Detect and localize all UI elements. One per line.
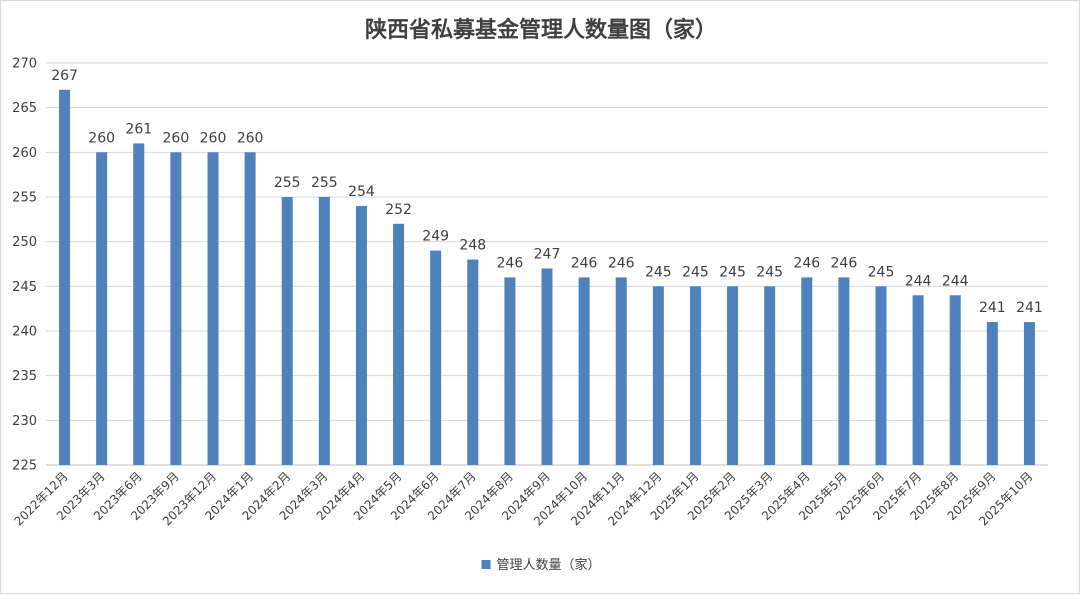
data-label: 261	[125, 121, 152, 137]
bar	[838, 277, 850, 465]
y-axis-ticks: 225 230 235 240 245 250 255 260 265 270	[12, 57, 37, 474]
y-tick-label: 240	[12, 325, 37, 340]
data-label: 260	[163, 130, 190, 146]
data-label: 252	[385, 202, 412, 218]
data-label: 260	[237, 130, 264, 146]
y-tick-label: 225	[12, 459, 37, 474]
data-label: 246	[831, 255, 858, 271]
legend-label: 管理人数量（家）	[496, 557, 600, 573]
bar	[170, 152, 182, 466]
data-label: 245	[682, 264, 709, 280]
data-label: 255	[311, 175, 338, 191]
bar	[689, 286, 701, 465]
data-label: 245	[756, 264, 783, 280]
bar	[96, 152, 108, 466]
bar	[727, 286, 739, 465]
data-label: 245	[645, 264, 672, 280]
bar	[652, 286, 664, 465]
data-label: 254	[348, 184, 375, 200]
bar	[986, 322, 998, 465]
bar	[430, 250, 442, 465]
bar	[244, 152, 256, 466]
bar	[801, 277, 813, 465]
bar	[578, 277, 590, 465]
data-label: 244	[942, 273, 969, 289]
y-tick-label: 265	[12, 101, 37, 116]
y-tick-label: 245	[12, 280, 37, 295]
data-label: 247	[534, 246, 561, 262]
bar	[467, 259, 479, 465]
bar	[615, 277, 627, 465]
bar	[207, 152, 219, 466]
bar	[541, 268, 553, 465]
data-label: 260	[200, 130, 227, 146]
bar	[318, 197, 330, 465]
bar	[1023, 322, 1035, 465]
data-label: 267	[51, 68, 78, 84]
data-label: 241	[1016, 300, 1043, 316]
bar	[912, 295, 924, 465]
data-label: 255	[274, 175, 301, 191]
y-tick-label: 260	[12, 146, 37, 161]
data-label: 248	[459, 238, 486, 254]
data-label: 260	[88, 130, 115, 146]
bar	[764, 286, 776, 465]
data-label: 245	[868, 264, 895, 280]
y-tick-label: 230	[12, 414, 37, 429]
bars	[59, 89, 1035, 466]
bar	[355, 205, 367, 465]
y-tick-label: 255	[12, 191, 37, 206]
data-label: 246	[793, 255, 820, 271]
data-label: 244	[905, 273, 932, 289]
y-tick-label: 250	[12, 235, 37, 250]
data-label: 245	[719, 264, 746, 280]
bar	[281, 197, 293, 465]
y-tick-label: 235	[12, 369, 37, 384]
data-labels: 267 260 261 260 260 260 255 255 254 252 249 248 246 2…	[51, 68, 1043, 316]
data-label: 241	[979, 300, 1006, 316]
y-tick-label: 270	[12, 57, 37, 72]
legend-swatch	[481, 560, 491, 569]
x-axis-ticks: 2022年12月2023年3月2023年6月2023年9月2023年12月202…	[11, 469, 1035, 528]
legend: 管理人数量（家）	[481, 557, 601, 573]
data-label: 249	[422, 229, 449, 245]
bar	[949, 295, 961, 465]
bar	[393, 223, 405, 465]
data-label: 246	[571, 255, 598, 271]
bar	[59, 89, 71, 466]
bar	[875, 286, 887, 465]
bar	[504, 277, 516, 465]
data-label: 246	[608, 255, 635, 271]
chart-title: 陕西省私募基金管理人数量图（家）	[365, 17, 717, 43]
data-label: 246	[497, 255, 524, 271]
bar	[133, 143, 145, 465]
